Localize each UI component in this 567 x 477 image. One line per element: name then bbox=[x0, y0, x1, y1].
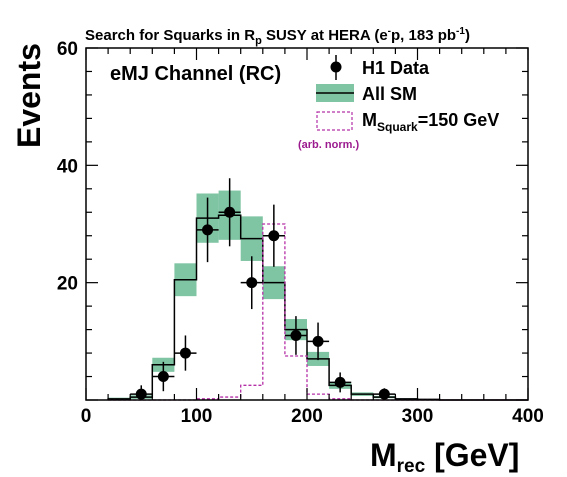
x-axis-label-unit: [GeV] bbox=[425, 437, 519, 473]
data-point-marker bbox=[378, 388, 390, 400]
sm-line-group bbox=[107, 214, 528, 401]
legend-sm-label: All SM bbox=[362, 84, 417, 104]
chart-title: Search for Squarks in Rp SUSY at HERA (e… bbox=[85, 26, 470, 47]
title-end: ) bbox=[465, 27, 470, 44]
x-axis-label-subscript: rec bbox=[397, 456, 426, 477]
axis-ticks: 0 100 200 300 400 20 40 60 bbox=[57, 39, 544, 427]
y-tick-label: 20 bbox=[57, 274, 78, 295]
signal-histogram-line bbox=[108, 223, 528, 401]
title-part-3: p, 183 pb bbox=[391, 27, 456, 44]
legend-signal-label: MSquark=150 GeV bbox=[362, 110, 499, 134]
data-point bbox=[174, 335, 197, 371]
data-point bbox=[373, 388, 396, 400]
data-point-marker bbox=[202, 224, 214, 236]
x-tick-label: 0 bbox=[81, 406, 92, 427]
data-point bbox=[307, 322, 330, 361]
data-point-marker bbox=[246, 277, 258, 289]
legend-data-marker bbox=[330, 61, 342, 73]
data-point-marker bbox=[268, 230, 280, 242]
sm-histogram-line bbox=[107, 214, 528, 401]
legend-signal-note: (arb. norm.) bbox=[298, 139, 359, 151]
data-point bbox=[152, 361, 175, 392]
y-tick-label: 40 bbox=[57, 156, 78, 177]
legend-signal-swatch bbox=[316, 111, 353, 131]
data-point-marker bbox=[179, 347, 191, 359]
x-tick-label: 300 bbox=[402, 406, 434, 427]
y-tick-label: 60 bbox=[57, 39, 78, 60]
data-point bbox=[329, 372, 352, 393]
x-tick-label: 200 bbox=[291, 406, 323, 427]
data-point bbox=[130, 385, 153, 400]
x-axis-label: Mrec [GeV] bbox=[370, 437, 519, 477]
title-unit-superscript: -1 bbox=[456, 26, 465, 37]
y-axis-label: Events bbox=[11, 43, 47, 148]
x-tick-label: 400 bbox=[512, 406, 544, 427]
title-subscript: p bbox=[255, 35, 262, 47]
x-axis-label-main: M bbox=[370, 437, 397, 473]
title-superscript: - bbox=[388, 26, 391, 37]
data-point bbox=[196, 197, 219, 263]
data-points-group bbox=[130, 178, 396, 400]
data-point-marker bbox=[157, 371, 169, 383]
data-point bbox=[262, 204, 285, 267]
legend-signal-subscript: Squark bbox=[377, 120, 418, 134]
legend-data-label: H1 Data bbox=[362, 58, 430, 78]
data-point-marker bbox=[290, 329, 302, 341]
data-point-marker bbox=[312, 335, 324, 347]
data-point bbox=[218, 178, 241, 247]
data-point-marker bbox=[334, 376, 346, 388]
data-point-marker bbox=[135, 388, 147, 400]
legend: H1 Data All SM MSquark=150 GeV (arb. nor… bbox=[298, 55, 499, 151]
legend-signal-main: M bbox=[362, 110, 377, 130]
channel-label: eMJ Channel (RC) bbox=[110, 63, 281, 85]
title-part-2: SUSY at HERA (e bbox=[262, 27, 388, 44]
title-part-1: Search for Squarks in R bbox=[85, 27, 255, 44]
x-tick-label: 100 bbox=[181, 406, 213, 427]
data-point bbox=[240, 256, 263, 310]
signal-line-group bbox=[108, 223, 528, 401]
data-point bbox=[284, 316, 307, 355]
data-point-marker bbox=[224, 206, 236, 218]
legend-signal-value: =150 GeV bbox=[418, 110, 500, 130]
